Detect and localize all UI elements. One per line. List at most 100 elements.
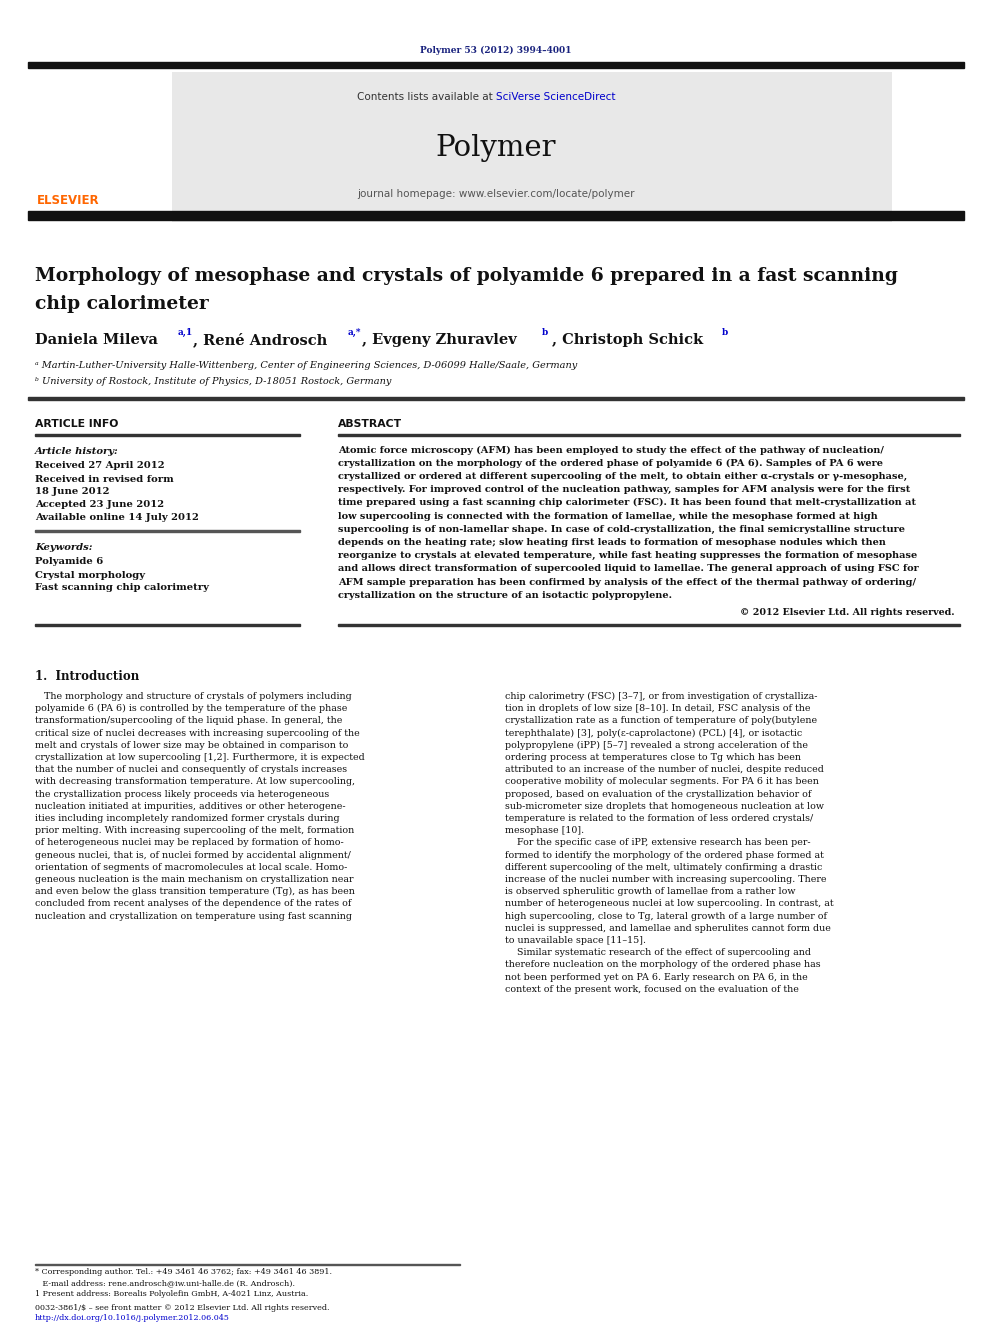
Bar <box>35 1263 460 1265</box>
Bar <box>35 531 300 532</box>
Text: crystallized or ordered at different supercooling of the melt, to obtain either : crystallized or ordered at different sup… <box>338 472 908 480</box>
Text: crystallization at low supercooling [1,2]. Furthermore, it is expected: crystallization at low supercooling [1,2… <box>35 753 365 762</box>
Text: For the specific case of iPP, extensive research has been per-: For the specific case of iPP, extensive … <box>505 839 810 847</box>
Text: Fast scanning chip calorimetry: Fast scanning chip calorimetry <box>35 583 209 593</box>
Text: cooperative mobility of molecular segments. For PA 6 it has been: cooperative mobility of molecular segmen… <box>505 778 818 786</box>
Text: , René Androsch: , René Androsch <box>193 332 332 348</box>
Text: crystallization on the structure of an isotactic polypropylene.: crystallization on the structure of an i… <box>338 590 672 599</box>
Bar <box>35 623 300 626</box>
Text: Received in revised form: Received in revised form <box>35 475 174 483</box>
Text: The morphology and structure of crystals of polymers including: The morphology and structure of crystals… <box>35 692 352 701</box>
Text: journal homepage: www.elsevier.com/locate/polymer: journal homepage: www.elsevier.com/locat… <box>357 189 635 198</box>
Text: Contents lists available at: Contents lists available at <box>357 93 496 102</box>
Text: with decreasing transformation temperature. At low supercooling,: with decreasing transformation temperatu… <box>35 778 355 786</box>
Text: attributed to an increase of the number of nuclei, despite reduced: attributed to an increase of the number … <box>505 765 824 774</box>
Text: melt and crystals of lower size may be obtained in comparison to: melt and crystals of lower size may be o… <box>35 741 348 750</box>
Text: chip calorimetry (FSC) [3–7], or from investigation of crystalliza-: chip calorimetry (FSC) [3–7], or from in… <box>505 692 817 701</box>
Bar <box>28 397 964 400</box>
Text: that the number of nuclei and consequently of crystals increases: that the number of nuclei and consequent… <box>35 765 347 774</box>
Text: crystallization rate as a function of temperature of poly(butylene: crystallization rate as a function of te… <box>505 716 817 725</box>
Bar <box>35 434 300 437</box>
Text: SciVerse ScienceDirect: SciVerse ScienceDirect <box>496 93 615 102</box>
Text: Polymer 53 (2012) 3994–4001: Polymer 53 (2012) 3994–4001 <box>421 45 571 54</box>
Text: nucleation initiated at impurities, additives or other heterogene-: nucleation initiated at impurities, addi… <box>35 802 345 811</box>
Text: Available online 14 July 2012: Available online 14 July 2012 <box>35 513 198 523</box>
Text: AFM sample preparation has been confirmed by analysis of the effect of the therm: AFM sample preparation has been confirme… <box>338 578 916 586</box>
Text: nucleation and crystallization on temperature using fast scanning: nucleation and crystallization on temper… <box>35 912 352 921</box>
Text: ABSTRACT: ABSTRACT <box>338 419 402 429</box>
Text: transformation/supercooling of the liquid phase. In general, the: transformation/supercooling of the liqui… <box>35 716 342 725</box>
Text: temperature is related to the formation of less ordered crystals/: temperature is related to the formation … <box>505 814 813 823</box>
Text: nuclei is suppressed, and lamellae and spherulites cannot form due: nuclei is suppressed, and lamellae and s… <box>505 923 831 933</box>
Text: 1.  Introduction: 1. Introduction <box>35 669 139 683</box>
Text: Daniela Mileva: Daniela Mileva <box>35 333 163 347</box>
Text: prior melting. With increasing supercooling of the melt, formation: prior melting. With increasing supercool… <box>35 826 354 835</box>
Bar <box>338 623 960 626</box>
Text: Keywords:: Keywords: <box>35 544 92 553</box>
Text: the crystallization process likely proceeds via heterogeneous: the crystallization process likely proce… <box>35 790 329 799</box>
Text: respectively. For improved control of the nucleation pathway, samples for AFM an: respectively. For improved control of th… <box>338 486 911 493</box>
Text: formed to identify the morphology of the ordered phase formed at: formed to identify the morphology of the… <box>505 851 824 860</box>
Text: Accepted 23 June 2012: Accepted 23 June 2012 <box>35 500 164 509</box>
Text: supercooling is of non-lamellar shape. In case of cold-crystallization, the fina: supercooling is of non-lamellar shape. I… <box>338 525 905 533</box>
Text: terephthalate) [3], poly(ε-caprolactone) (PCL) [4], or isotactic: terephthalate) [3], poly(ε-caprolactone)… <box>505 729 803 737</box>
Text: sub-micrometer size droplets that homogeneous nucleation at low: sub-micrometer size droplets that homoge… <box>505 802 824 811</box>
Text: 1 Present address: Borealis Polyolefin GmbH, A-4021 Linz, Austria.: 1 Present address: Borealis Polyolefin G… <box>35 1290 309 1298</box>
Text: of heterogeneous nuclei may be replaced by formation of homo-: of heterogeneous nuclei may be replaced … <box>35 839 344 847</box>
Text: b: b <box>542 328 549 336</box>
Text: 0032-3861/$ – see front matter © 2012 Elsevier Ltd. All rights reserved.: 0032-3861/$ – see front matter © 2012 El… <box>35 1304 329 1312</box>
Text: Crystal morphology: Crystal morphology <box>35 570 145 579</box>
Text: mesophase [10].: mesophase [10]. <box>505 826 584 835</box>
Text: crystallization on the morphology of the ordered phase of polyamide 6 (PA 6). Sa: crystallization on the morphology of the… <box>338 459 883 468</box>
Text: orientation of segments of macromolecules at local scale. Homo-: orientation of segments of macromolecule… <box>35 863 347 872</box>
Text: Similar systematic research of the effect of supercooling and: Similar systematic research of the effec… <box>505 949 811 957</box>
Bar <box>338 434 960 437</box>
Text: context of the present work, focused on the evaluation of the: context of the present work, focused on … <box>505 984 799 994</box>
Text: reorganize to crystals at elevated temperature, while fast heating suppresses th: reorganize to crystals at elevated tempe… <box>338 552 918 560</box>
Text: ities including incompletely randomized former crystals during: ities including incompletely randomized … <box>35 814 339 823</box>
Text: polypropylene (iPP) [5–7] revealed a strong acceleration of the: polypropylene (iPP) [5–7] revealed a str… <box>505 741 808 750</box>
Text: low supercooling is connected with the formation of lamellae, while the mesophas: low supercooling is connected with the f… <box>338 512 878 520</box>
Text: Polyamide 6: Polyamide 6 <box>35 557 103 566</box>
Text: polyamide 6 (PA 6) is controlled by the temperature of the phase: polyamide 6 (PA 6) is controlled by the … <box>35 704 347 713</box>
Text: Article history:: Article history: <box>35 447 119 456</box>
Text: b: b <box>722 328 728 336</box>
Text: ordering process at temperatures close to Tg which has been: ordering process at temperatures close t… <box>505 753 801 762</box>
Text: increase of the nuclei number with increasing supercooling. There: increase of the nuclei number with incre… <box>505 875 826 884</box>
Text: a,1: a,1 <box>178 328 193 336</box>
Text: ᵇ University of Rostock, Institute of Physics, D-18051 Rostock, Germany: ᵇ University of Rostock, Institute of Ph… <box>35 377 392 385</box>
Bar <box>28 210 964 220</box>
Text: geneous nucleation is the main mechanism on crystallization near: geneous nucleation is the main mechanism… <box>35 875 353 884</box>
Text: number of heterogeneous nuclei at low supercooling. In contrast, at: number of heterogeneous nuclei at low su… <box>505 900 833 909</box>
Bar <box>28 62 964 67</box>
Text: ELSEVIER: ELSEVIER <box>37 193 99 206</box>
Text: chip calorimeter: chip calorimeter <box>35 295 208 314</box>
Text: 18 June 2012: 18 June 2012 <box>35 487 109 496</box>
Text: high supercooling, close to Tg, lateral growth of a large number of: high supercooling, close to Tg, lateral … <box>505 912 827 921</box>
Text: http://dx.doi.org/10.1016/j.polymer.2012.06.045: http://dx.doi.org/10.1016/j.polymer.2012… <box>35 1314 230 1322</box>
Text: concluded from recent analyses of the dependence of the rates of: concluded from recent analyses of the de… <box>35 900 351 909</box>
Text: is observed spherulitic growth of lamellae from a rather low: is observed spherulitic growth of lamell… <box>505 888 796 896</box>
Text: * Corresponding author. Tel.: +49 3461 46 3762; fax: +49 3461 46 3891.: * Corresponding author. Tel.: +49 3461 4… <box>35 1267 332 1275</box>
Text: © 2012 Elsevier Ltd. All rights reserved.: © 2012 Elsevier Ltd. All rights reserved… <box>740 607 955 617</box>
Text: a,*: a,* <box>348 328 361 336</box>
Text: depends on the heating rate; slow heating first leads to formation of mesophase : depends on the heating rate; slow heatin… <box>338 538 886 546</box>
Text: ᵃ Martin-Luther-University Halle-Wittenberg, Center of Engineering Sciences, D-0: ᵃ Martin-Luther-University Halle-Wittenb… <box>35 361 577 370</box>
Text: , Evgeny Zhuravlev: , Evgeny Zhuravlev <box>362 333 522 347</box>
Text: , Christoph Schick: , Christoph Schick <box>552 333 708 347</box>
Text: ARTICLE INFO: ARTICLE INFO <box>35 419 118 429</box>
Text: proposed, based on evaluation of the crystallization behavior of: proposed, based on evaluation of the cry… <box>505 790 811 799</box>
Text: geneous nuclei, that is, of nuclei formed by accidental alignment/: geneous nuclei, that is, of nuclei forme… <box>35 851 351 860</box>
Text: E-mail address: rene.androsch@iw.uni-halle.de (R. Androsch).: E-mail address: rene.androsch@iw.uni-hal… <box>35 1279 295 1287</box>
Text: Atomic force microscopy (AFM) has been employed to study the effect of the pathw: Atomic force microscopy (AFM) has been e… <box>338 446 884 455</box>
Bar <box>172 71 892 222</box>
Text: different supercooling of the melt, ultimately confirming a drastic: different supercooling of the melt, ulti… <box>505 863 822 872</box>
Text: Morphology of mesophase and crystals of polyamide 6 prepared in a fast scanning: Morphology of mesophase and crystals of … <box>35 267 898 284</box>
Text: to unavailable space [11–15].: to unavailable space [11–15]. <box>505 935 646 945</box>
Text: tion in droplets of low size [8–10]. In detail, FSC analysis of the: tion in droplets of low size [8–10]. In … <box>505 704 810 713</box>
Text: and allows direct transformation of supercooled liquid to lamellae. The general : and allows direct transformation of supe… <box>338 565 919 573</box>
Text: Polymer: Polymer <box>435 134 557 161</box>
Text: time prepared using a fast scanning chip calorimeter (FSC). It has been found th: time prepared using a fast scanning chip… <box>338 499 916 507</box>
Text: and even below the glass transition temperature (Tg), as has been: and even below the glass transition temp… <box>35 886 355 896</box>
Text: critical size of nuclei decreases with increasing supercooling of the: critical size of nuclei decreases with i… <box>35 729 360 737</box>
